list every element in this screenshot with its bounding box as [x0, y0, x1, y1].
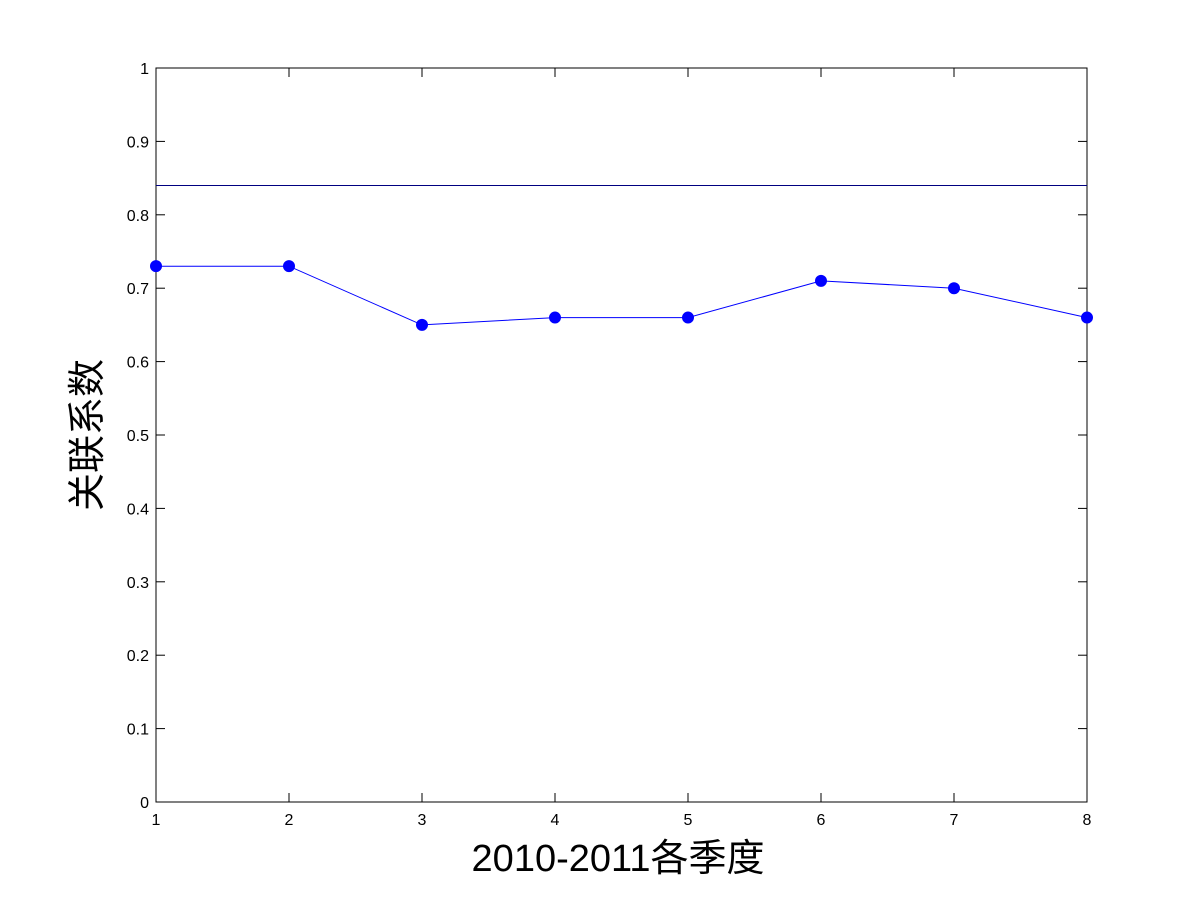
data-point	[416, 318, 428, 331]
x-tick-label: 6	[817, 812, 826, 829]
y-axis-ticks: 0 0.1 0.2 0.3 0.4 0.5 0.6 0.7 0.8 0.9 1	[127, 61, 1087, 812]
x-tick-label: 4	[551, 812, 560, 829]
y-tick-label: 0.4	[127, 501, 149, 518]
data-point	[1081, 311, 1093, 324]
data-point	[283, 260, 295, 273]
y-tick-label: 0.9	[127, 134, 149, 151]
series-group	[150, 260, 1093, 331]
x-tick-label: 1	[152, 812, 161, 829]
x-tick-label: 8	[1083, 812, 1092, 829]
data-point	[549, 311, 561, 324]
y-tick-label: 0.8	[127, 208, 149, 225]
data-point	[150, 260, 162, 273]
x-tick-label: 2	[285, 812, 294, 829]
data-point	[948, 282, 960, 295]
y-tick-label: 0.5	[127, 428, 149, 445]
y-axis-title: 关联系数	[67, 359, 109, 511]
y-tick-label: 0.7	[127, 281, 149, 298]
y-tick-label: 0.6	[127, 355, 149, 372]
y-tick-label: 0	[140, 795, 149, 812]
series-line	[156, 265, 1088, 326]
x-tick-label: 7	[950, 812, 959, 829]
x-axis-ticks: 1 2 3 4 5 6 7 8	[152, 68, 1092, 829]
x-tick-label: 5	[684, 812, 693, 829]
y-tick-label: 1	[140, 61, 149, 78]
plot-area	[155, 67, 1088, 803]
y-tick-label: 0.3	[127, 575, 149, 592]
data-point	[682, 311, 694, 324]
y-tick-label: 0.1	[127, 722, 149, 739]
x-axis-title: 2010-2011各季度	[472, 838, 765, 880]
data-point	[815, 274, 827, 287]
y-tick-label: 0.2	[127, 648, 149, 665]
x-tick-label: 3	[418, 812, 427, 829]
